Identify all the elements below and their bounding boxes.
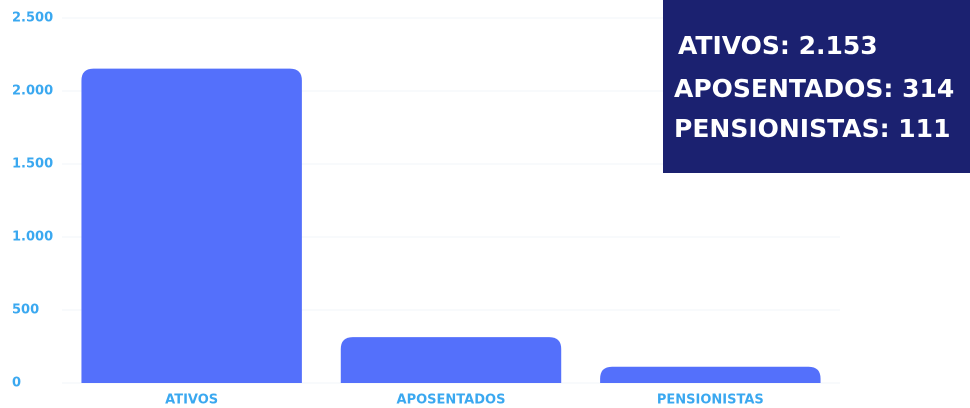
summary-line: APOSENTADOS: 314 [674,74,954,103]
y-tick-label: 2.000 [12,84,53,99]
x-tick-label: ATIVOS [165,393,218,408]
bar [600,366,821,383]
y-tick-label: 1.500 [12,157,53,172]
bar [340,337,562,383]
y-tick-label: 0 [12,376,21,391]
x-tick-label: PENSIONISTAS [657,393,764,408]
y-tick-label: 1.000 [12,230,53,245]
summary-line: ATIVOS: 2.153 [678,31,878,60]
y-tick-label: 2.500 [12,11,53,26]
x-tick-label: APOSENTADOS [397,393,506,408]
summary-line: PENSIONISTAS: 111 [674,114,950,143]
bar [81,68,302,384]
y-tick-label: 500 [12,303,39,318]
summary-box [663,0,970,173]
